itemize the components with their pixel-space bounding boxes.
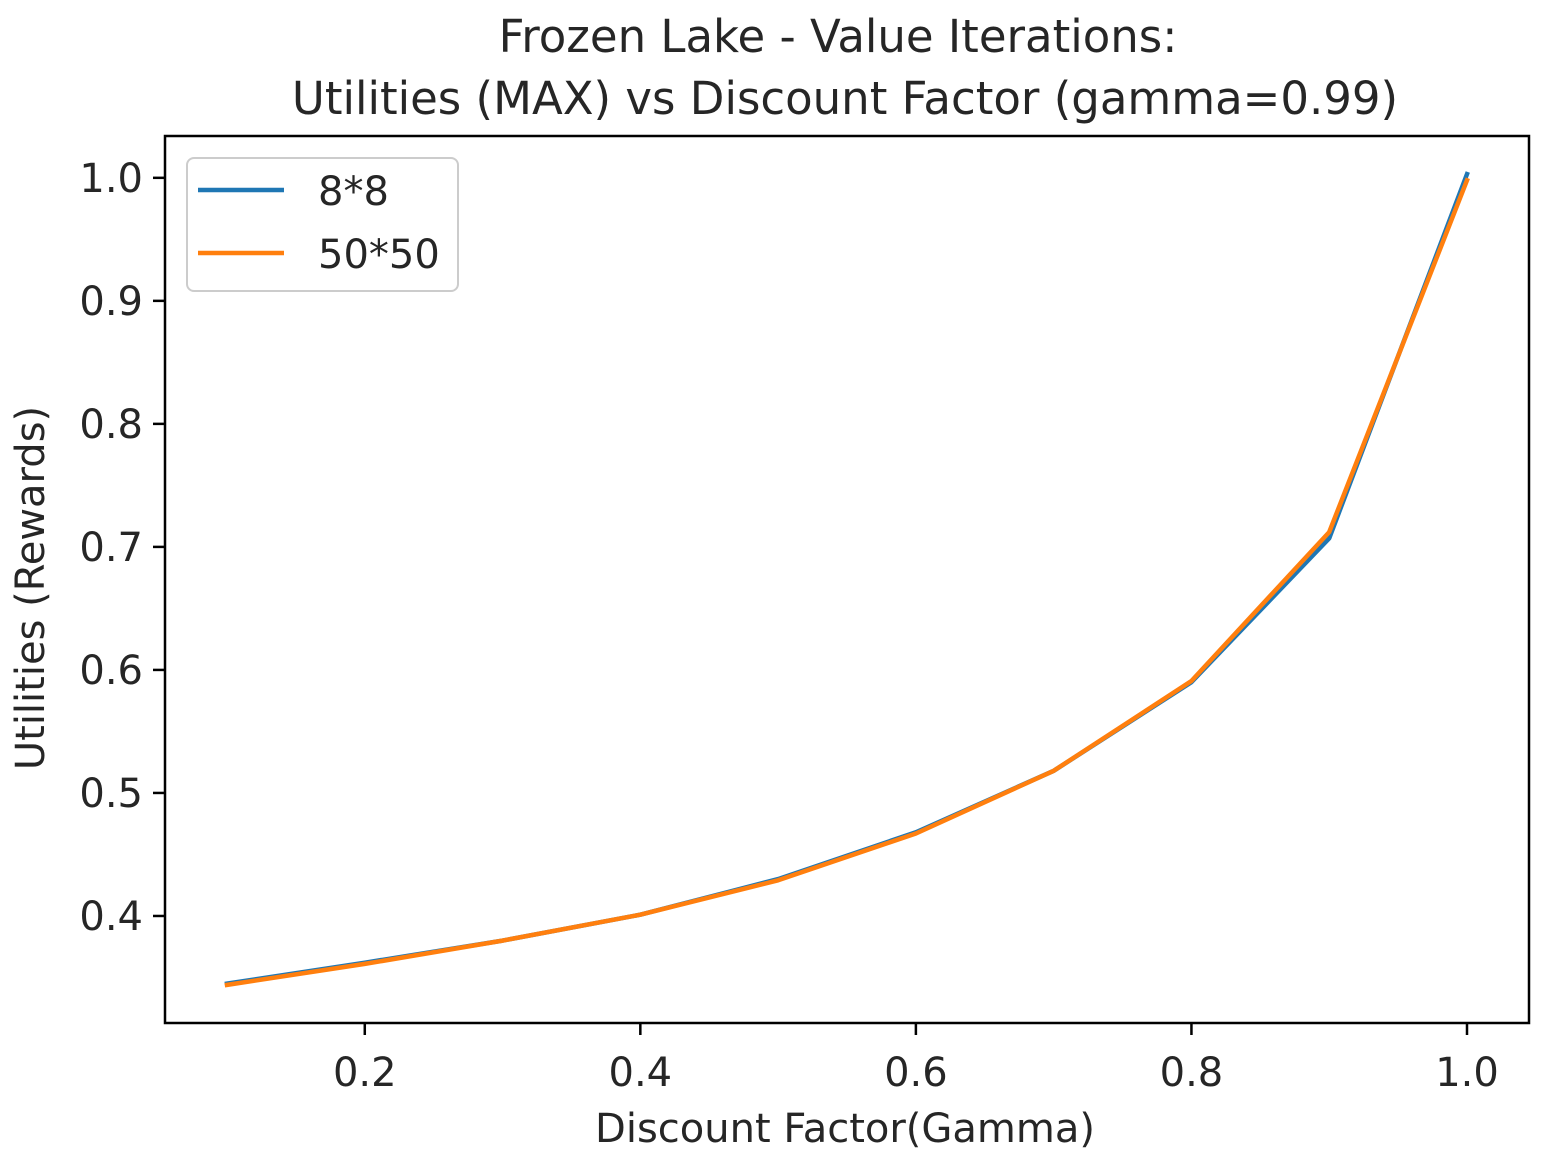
legend-label-8x8: 8*8 [318,169,389,215]
y-tick-label: 0.6 [79,648,143,694]
y-tick-label: 0.8 [79,402,143,448]
y-tick-label: 0.7 [79,525,143,571]
y-axis-ticks: 0.4 0.5 0.6 0.7 0.8 0.9 1.0 [79,156,165,940]
series-line-8x8 [224,171,1470,987]
x-axis-ticks: 0.2 0.4 0.6 0.8 1.0 [333,1023,1499,1096]
chart-title-line-2: Utilities (MAX) vs Discount Factor (gamm… [292,72,1398,125]
y-tick-label: 0.5 [79,771,143,817]
chart-title-line-1: Frozen Lake - Value Iterations: [499,10,1178,63]
x-tick-label: 0.8 [1160,1050,1224,1096]
plot-frame [163,134,1531,1025]
y-axis-label: Utilities (Rewards) [8,406,54,770]
series-line-50x50 [224,177,1470,988]
x-tick-label: 0.4 [609,1050,673,1096]
y-tick-label: 0.9 [79,279,143,325]
x-axis-label: Discount Factor(Gamma) [595,1106,1095,1152]
x-tick-label: 1.0 [1435,1050,1499,1096]
series-layer [224,171,1470,988]
y-tick-label: 1.0 [79,156,143,202]
y-tick-label: 0.4 [79,894,143,940]
x-tick-label: 0.2 [333,1050,397,1096]
x-tick-label: 0.6 [884,1050,948,1096]
legend: 8*8 50*50 [186,157,459,292]
legend-label-50x50: 50*50 [318,232,440,278]
